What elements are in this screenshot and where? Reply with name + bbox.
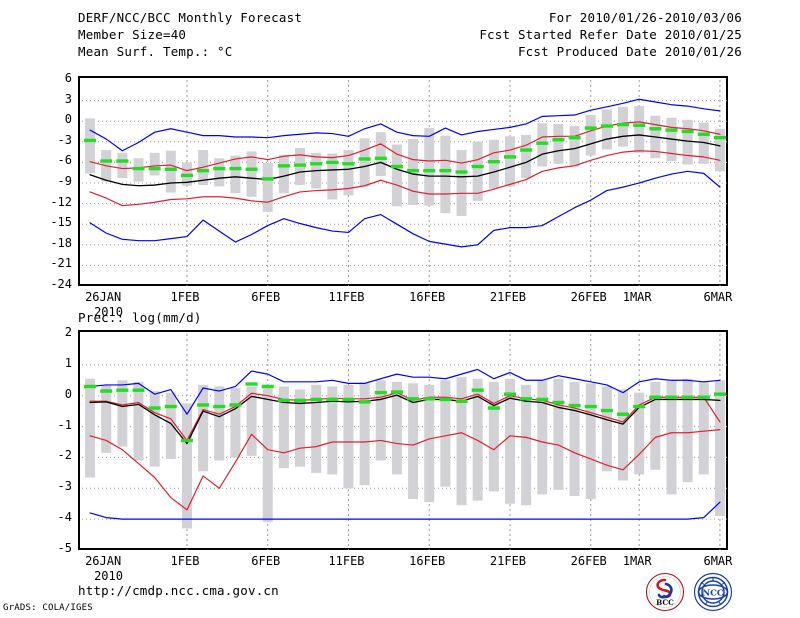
y-axis-tick-label: 1	[64, 355, 72, 370]
y-axis-tick-label: -6	[57, 153, 72, 168]
y-axis-tick-label: 2	[64, 325, 72, 339]
ncc-logo: NCC	[693, 572, 733, 612]
y-axis-tick-label: -12	[50, 194, 72, 209]
inner-lower-line	[89, 150, 721, 207]
outer-upper-line	[89, 98, 721, 152]
y-axis-tick-label: -15	[50, 215, 72, 230]
x-axis-tick-label: 16FEB	[409, 290, 446, 304]
outer-lower-line	[89, 170, 721, 248]
header-variable-label: Mean Surf. Temp.: °C	[78, 44, 233, 59]
y-axis-tick-label: -1	[57, 417, 72, 432]
y-axis-tick-label: -2	[57, 448, 72, 463]
y-axis-tick-label: -9	[57, 174, 72, 188]
panel-prec-title: Prec.: log(mm/d)	[78, 310, 202, 325]
outer-upper-line	[89, 368, 721, 415]
x-axis-tick-label: 26FEB	[570, 554, 607, 568]
x-axis-tick-label: 1FEB	[170, 290, 200, 304]
x-axis-year-label: 2010	[94, 569, 123, 583]
y-axis-tick-label: -18	[50, 235, 72, 250]
range-bars	[85, 377, 725, 529]
panel-prec-plot-area	[78, 330, 728, 550]
y-axis-tick-label: 0	[64, 112, 72, 127]
x-axis-tick-label: 21FEB	[489, 554, 527, 568]
x-axis-tick-label: 21FEB	[489, 290, 527, 304]
x-axis-tick-label: 1FEB	[170, 554, 200, 568]
header-member-size: Member Size=40	[78, 27, 187, 42]
logo-group: BCC NCC	[645, 572, 750, 612]
inner-upper-line	[89, 121, 721, 172]
header-title: DERF/NCC/BCC Monthly Forecast	[78, 10, 303, 25]
x-axis-tick-label: 11FEB	[328, 554, 365, 568]
svg-text:BCC: BCC	[656, 598, 674, 607]
temperature-panel: 6 3 0 -3 -6 -9 -12 -15 -18 -21 -24 26JAN 1FEB 6FEB 11F…	[50, 0, 800, 319]
x-axis-tick-label: 6FEB	[251, 554, 281, 568]
y-axis-tick-label: -3	[57, 132, 72, 147]
y-axis-tick-label: -21	[50, 256, 72, 271]
inner-lower-line	[89, 429, 721, 511]
x-axis-tick-label: 1MAR	[622, 290, 652, 304]
x-axis-tick-label: 26FEB	[570, 290, 607, 304]
y-axis-tick-label: -24	[50, 277, 72, 291]
header-right-block: For 2010/01/26-2010/03/06 Fcst Started R…	[479, 9, 742, 60]
panel-temp-plot-area	[78, 76, 728, 286]
header-left-block: DERF/NCC/BCC Monthly Forecast Member Siz…	[78, 9, 302, 60]
observed-markers	[84, 122, 726, 181]
svg-text:NCC: NCC	[702, 589, 724, 599]
x-axis-tick-label: 16FEB	[409, 554, 446, 568]
x-axis-tick-label: 6MAR	[703, 290, 733, 304]
chart-header: DERF/NCC/BCC Monthly Forecast Member Siz…	[0, 0, 800, 70]
x-axis-tick-label: 26JAN	[85, 290, 122, 304]
x-axis-tick-label: 6MAR	[703, 554, 733, 568]
precipitation-panel: Prec.: log(mm/d) 2 1 0 -1 -2 -3 -4 -5 26JAN 1FEB 6F…	[58, 0, 800, 583]
x-axis-tick-label: 1MAR	[622, 554, 652, 568]
header-forecast-period: For 2010/01/26-2010/03/06	[548, 10, 742, 25]
x-axis-tick-label: 6FEB	[251, 290, 281, 304]
y-axis-tick-label: 3	[64, 91, 72, 106]
grads-credit: GrADS: COLA/IGES	[3, 603, 93, 613]
ensemble-mean-line	[89, 394, 721, 445]
header-refer-date: Fcst Started Refer Date 2010/01/25	[479, 27, 742, 42]
y-axis-tick-label: -5	[57, 541, 72, 555]
header-produced-date: Fcst Produced Date 2010/01/26	[517, 44, 742, 59]
footer-url[interactable]: http://cmdp.ncc.cma.gov.cn	[78, 583, 279, 598]
outer-lower-line	[89, 501, 721, 520]
x-axis-tick-label: 26JAN	[85, 554, 122, 568]
x-axis-year-label: 2010	[94, 305, 123, 319]
ensemble-mean-line	[89, 134, 721, 187]
y-axis-tick-label: 0	[64, 386, 72, 401]
y-axis-tick-label: 6	[64, 71, 72, 85]
inner-upper-line	[89, 392, 721, 442]
observed-markers	[84, 382, 726, 443]
y-axis-tick-label: -3	[57, 479, 72, 494]
x-axis-tick-label: 11FEB	[328, 290, 365, 304]
bcc-logo: BCC	[645, 572, 685, 612]
y-axis-tick-label: -4	[57, 510, 72, 525]
